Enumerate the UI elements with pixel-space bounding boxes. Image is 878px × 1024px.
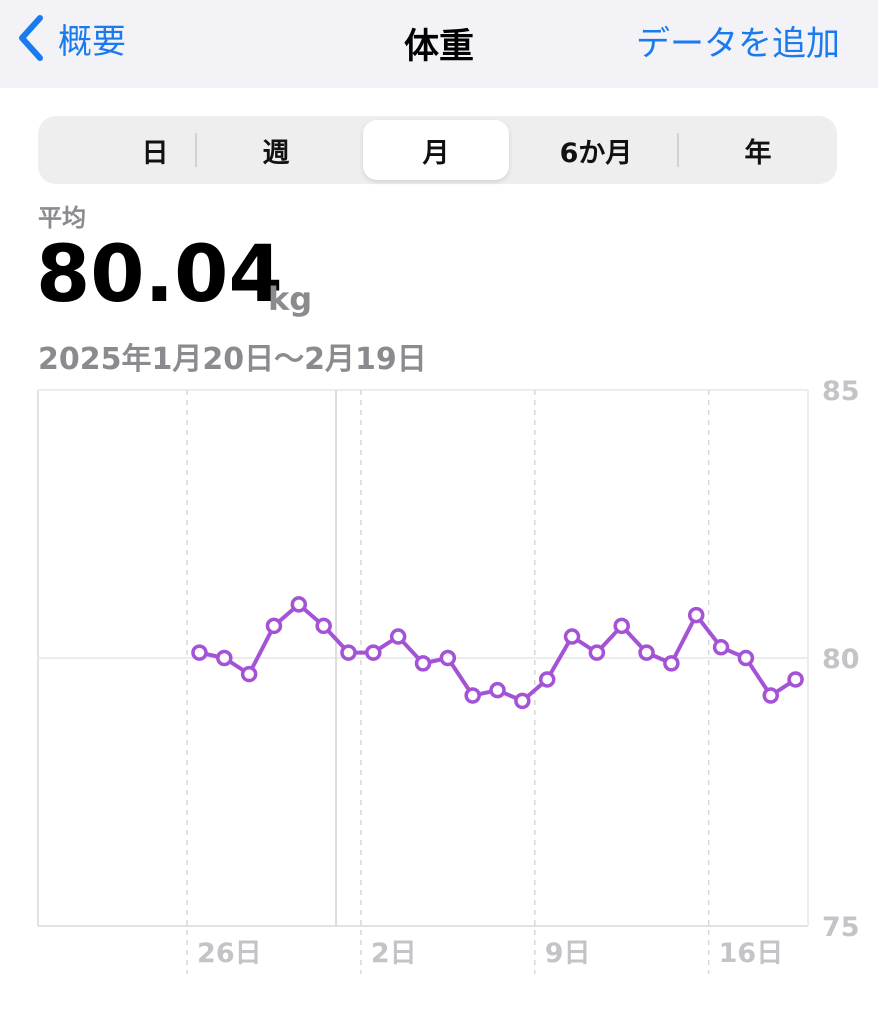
data-point: [489, 681, 506, 699]
data-point: [439, 649, 457, 667]
date-range: 2025年1月20日～2月19日: [38, 342, 427, 377]
average-label: 平均: [38, 204, 86, 232]
x-tick-label: 9日: [545, 938, 591, 969]
x-tick-label: 26日: [197, 938, 262, 969]
data-point: [265, 617, 283, 635]
data-point: [216, 649, 233, 667]
segment-year[interactable]: 年: [744, 137, 772, 169]
y-tick-label: 85: [822, 376, 860, 407]
data-point: [315, 617, 332, 635]
data-point: [613, 617, 630, 635]
segment-6-months[interactable]: 6か月: [559, 137, 633, 169]
back-label: 概要: [58, 21, 126, 62]
data-point: [687, 606, 705, 624]
data-point: [514, 692, 531, 710]
data-point: [787, 671, 804, 688]
nav-bar: 概要 体重 データを追加: [0, 0, 878, 88]
data-point: [464, 687, 481, 704]
data-point: [712, 639, 730, 656]
average-value: 80.04: [36, 230, 283, 320]
y-tick-label: 75: [822, 912, 860, 943]
data-point: [588, 644, 606, 661]
segment-week[interactable]: 週: [262, 137, 290, 169]
period-segmented-control: 日 週 月 6か月 年: [38, 116, 837, 184]
add-data-button[interactable]: データを追加: [636, 24, 840, 64]
data-point: [340, 644, 357, 661]
data-point: [663, 655, 680, 672]
data-point: [365, 644, 382, 661]
data-point: [538, 671, 556, 688]
data-point: [414, 655, 432, 672]
data-point: [762, 687, 779, 704]
data-point: [290, 596, 308, 613]
data-point: [638, 644, 655, 661]
x-tick-label: 16日: [719, 938, 784, 969]
y-tick-label: 80: [822, 644, 860, 675]
x-tick-label: 2日: [371, 938, 417, 969]
segment-month[interactable]: 月: [363, 120, 509, 180]
data-point: [191, 644, 208, 661]
back-button[interactable]: 概要: [16, 12, 126, 64]
data-point: [737, 649, 755, 667]
data-point: [389, 628, 407, 645]
segment-divider: [195, 133, 197, 167]
data-point: [563, 628, 581, 645]
segment-divider: [677, 133, 679, 167]
segment-day[interactable]: 日: [141, 137, 169, 169]
data-point: [240, 665, 258, 683]
unit-label: kg: [268, 280, 313, 318]
weight-chart[interactable]: 26日 2日 9日 16日 85 80 75: [0, 370, 878, 1010]
chevron-left-icon: [16, 14, 46, 62]
